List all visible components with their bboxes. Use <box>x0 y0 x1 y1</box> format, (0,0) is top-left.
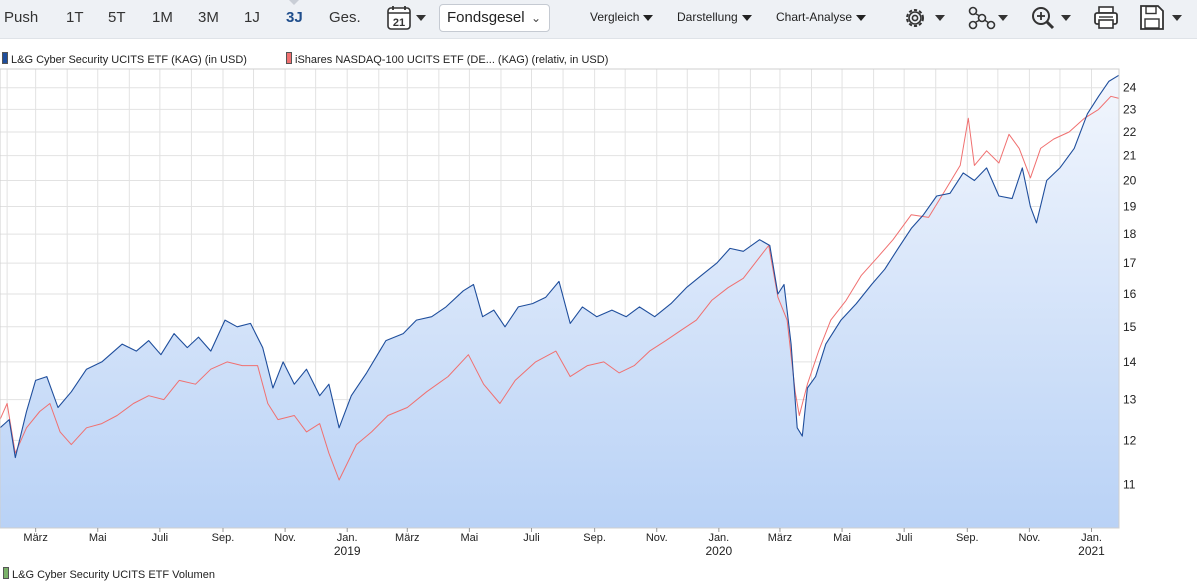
calendar-icon[interactable]: 21 <box>386 5 430 36</box>
chart-toolbar: Push 1T 5T 1M 3M 1J 3J Ges. 21 Fondsgese… <box>0 0 1197 39</box>
print-icon[interactable] <box>1092 4 1122 37</box>
x-tick-label: Jan. <box>708 532 729 544</box>
range-3-years[interactable]: 3J <box>286 0 303 26</box>
legend-series-2: iShares NASDAQ-100 UCITS ETF (DE... (KAG… <box>286 52 608 66</box>
x-tick-label: Mai <box>89 532 107 544</box>
y-tick-label: 20 <box>1123 173 1137 187</box>
caret-down-icon <box>643 14 654 21</box>
legend-swatch-volume <box>3 567 9 579</box>
network-icon[interactable] <box>965 4 1015 37</box>
y-tick-label: 12 <box>1123 433 1137 447</box>
range-3-months[interactable]: 3M <box>198 9 219 26</box>
range-push[interactable]: Push <box>4 9 39 26</box>
caret-down-icon <box>741 14 752 21</box>
y-tick-label: 16 <box>1123 287 1137 301</box>
x-tick-label: Juli <box>896 532 913 544</box>
x-tick-label: Nov. <box>1018 532 1040 544</box>
x-tick-label: Juli <box>152 532 169 544</box>
legend-swatch-blue <box>2 52 8 64</box>
series-1-line <box>0 74 1120 459</box>
x-tick-label: Nov. <box>274 532 296 544</box>
range-1-month[interactable]: 1M <box>152 9 173 26</box>
x-tick-label: Jan. <box>1081 532 1102 544</box>
x-tick-label: Juli <box>523 532 540 544</box>
y-tick-label: 24 <box>1123 81 1137 95</box>
plot-frame <box>0 68 1120 529</box>
y-tick-label: 22 <box>1123 125 1137 139</box>
x-tick-label: März <box>23 532 47 544</box>
range-all[interactable]: Ges. <box>329 9 361 26</box>
x-year-label: 2021 <box>1078 544 1105 558</box>
y-tick-label: 17 <box>1123 256 1137 270</box>
legend-swatch-red <box>286 52 292 64</box>
svg-text:21: 21 <box>393 17 405 29</box>
x-tick-label: Jan. <box>337 532 358 544</box>
x-tick-label: Sep. <box>956 532 979 544</box>
y-tick-label: 18 <box>1123 227 1137 241</box>
chart-analysis-menu[interactable]: Chart-Analyse <box>776 10 867 24</box>
select-value: Fondsgesel <box>447 9 525 26</box>
settings-gear-icon[interactable] <box>900 4 950 37</box>
x-tick-label: März <box>395 532 419 544</box>
range-1-year[interactable]: 1J <box>244 9 260 26</box>
x-tick-label: Sep. <box>212 532 235 544</box>
series-2-line <box>0 95 1120 481</box>
x-tick-label: Sep. <box>583 532 606 544</box>
y-tick-label: 14 <box>1123 355 1137 369</box>
fund-company-select[interactable]: Fondsgesel ⌄ <box>439 4 550 32</box>
series-1-area <box>0 75 1119 528</box>
y-tick-label: 23 <box>1123 102 1137 116</box>
x-tick-label: Nov. <box>646 532 668 544</box>
y-tick-label: 11 <box>1123 478 1136 492</box>
range-1-day[interactable]: 1T <box>66 9 84 26</box>
range-5-days[interactable]: 5T <box>108 9 126 26</box>
x-tick-label: Mai <box>461 532 479 544</box>
y-tick-label: 15 <box>1123 320 1137 334</box>
compare-menu[interactable]: Vergleich <box>590 10 654 24</box>
save-icon[interactable] <box>1138 4 1190 37</box>
y-tick-label: 19 <box>1123 200 1137 214</box>
x-year-label: 2020 <box>705 544 732 558</box>
caret-down-icon <box>856 14 867 21</box>
display-menu[interactable]: Darstellung <box>677 10 752 24</box>
zoom-icon[interactable] <box>1029 4 1079 37</box>
x-tick-label: Mai <box>833 532 851 544</box>
y-tick-label: 13 <box>1123 393 1137 407</box>
y-tick-label: 21 <box>1123 149 1137 163</box>
x-tick-label: März <box>768 532 792 544</box>
chevron-down-icon: ⌄ <box>530 11 541 25</box>
volume-legend: L&G Cyber Security UCITS ETF Volumen <box>3 567 215 581</box>
legend-series-1: L&G Cyber Security UCITS ETF (KAG) (in U… <box>2 52 247 66</box>
y-axis: 11 12 13 14 15 16 17 18 19 20 21 22 23 24 <box>1123 81 1137 492</box>
x-year-label: 2019 <box>334 544 361 558</box>
